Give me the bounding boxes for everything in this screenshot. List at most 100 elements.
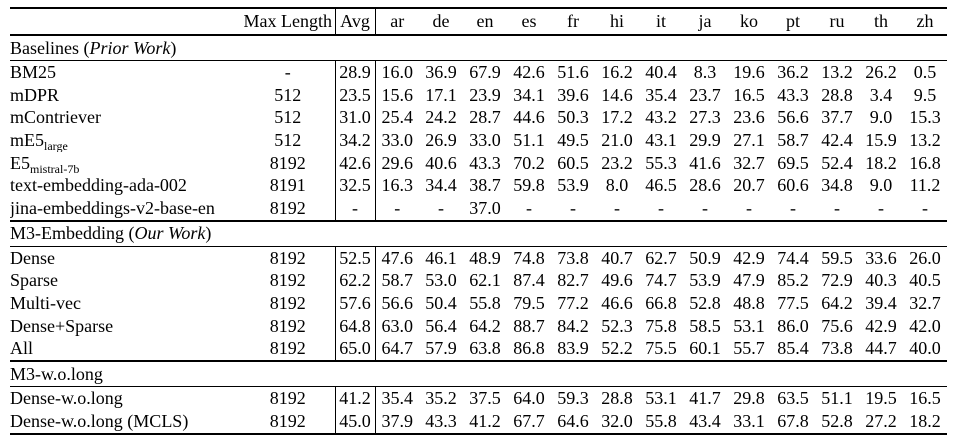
score-cell-fr: 53.9 xyxy=(557,175,589,196)
score-cell-ko: 29.8 xyxy=(733,388,765,409)
score-cell-th: 33.6 xyxy=(865,247,897,268)
score-cell-it: 35.4 xyxy=(645,84,677,105)
score-cell-de: 35.2 xyxy=(425,388,457,409)
score-cell-ko: - xyxy=(746,197,752,218)
score-cell-ar: 29.6 xyxy=(374,151,419,175)
score-cell-ru: 42.4 xyxy=(821,129,853,150)
score-cell-th: 9.0 xyxy=(869,107,893,128)
score-cell-pt: 58.7 xyxy=(777,129,809,150)
score-cell-hi: 23.2 xyxy=(601,152,633,173)
col-header-lang-fr: fr xyxy=(567,11,579,31)
max-length-cell: 8192 xyxy=(269,388,306,409)
score-cell-pt: 85.4 xyxy=(777,338,809,359)
max-length-cell: 8192 xyxy=(269,270,306,291)
col-header-lang-th: th xyxy=(873,11,888,31)
score-cell-en: 28.7 xyxy=(469,107,501,128)
model-row: Multi-vec 8192 57.6 56.6 50.4 55.8 79.5 77.2 46.… xyxy=(10,292,947,315)
score-cell-ko: 55.7 xyxy=(733,338,765,359)
score-cell-fr: 64.6 xyxy=(557,410,589,431)
score-cell-es: - xyxy=(526,197,532,218)
score-cell-ko: 53.1 xyxy=(733,315,765,336)
score-cell-en: 33.0 xyxy=(469,129,501,150)
col-header-lang-ko: ko xyxy=(740,11,758,31)
score-cell-th: 42.9 xyxy=(865,315,897,336)
score-cell-ar: 63.0 xyxy=(374,314,419,338)
score-cell-pt: 85.2 xyxy=(777,270,809,291)
max-length-cell: 8192 xyxy=(269,338,306,359)
score-cell-zh: 40.0 xyxy=(909,338,941,359)
score-cell-th: 9.0 xyxy=(869,175,893,196)
score-cell-ru: 51.1 xyxy=(821,388,853,409)
score-cell-pt: 60.6 xyxy=(777,175,809,196)
score-cell-ko: 48.8 xyxy=(733,293,765,314)
score-cell-ru: 64.2 xyxy=(821,293,853,314)
score-cell-hi: 17.2 xyxy=(601,107,633,128)
score-cell-it: - xyxy=(658,197,664,218)
score-cell-ar: 16.3 xyxy=(374,174,419,198)
score-cell-ar: 16.0 xyxy=(374,60,419,84)
score-cell-pt: 74.4 xyxy=(777,247,809,268)
score-cell-de: 36.9 xyxy=(425,61,457,82)
score-cell-en: 41.2 xyxy=(469,410,501,431)
score-cell-zh: 13.2 xyxy=(909,129,941,150)
model-row: jina-embeddings-v2-base-en 8192- - -37.0- - -… xyxy=(10,197,947,221)
score-cell-ar: 37.9 xyxy=(374,409,419,434)
score-cell-de: 50.4 xyxy=(425,293,457,314)
score-cell-es: 86.8 xyxy=(513,338,545,359)
score-cell-pt: 43.3 xyxy=(777,84,809,105)
score-cell-de: 56.4 xyxy=(425,315,457,336)
score-cell-de: 24.2 xyxy=(425,107,457,128)
score-cell-ar: - xyxy=(374,197,419,221)
score-cell-pt: 36.2 xyxy=(777,61,809,82)
score-cell-hi: 52.2 xyxy=(601,338,633,359)
score-cell-fr: 51.6 xyxy=(557,61,589,82)
score-cell-ja: 58.5 xyxy=(689,315,721,336)
avg-cell: 64.8 xyxy=(334,314,375,338)
score-cell-zh: - xyxy=(922,197,928,218)
score-cell-fr: 83.9 xyxy=(557,338,589,359)
avg-cell: 34.2 xyxy=(334,129,375,152)
score-cell-ru: 52.4 xyxy=(821,152,853,173)
score-cell-ko: 42.9 xyxy=(733,247,765,268)
max-length-cell: - xyxy=(284,61,291,82)
score-cell-hi: 52.3 xyxy=(601,315,633,336)
avg-cell: 42.6 xyxy=(334,151,375,175)
model-row: Dense+Sparse 8192 64.8 63.0 56.4 64.2 88.7 84.2… xyxy=(10,314,947,338)
score-cell-ar: 47.6 xyxy=(374,246,419,270)
max-length-cell: 8192 xyxy=(269,247,306,268)
section-title: M3-Embedding (Our Work) xyxy=(10,223,212,244)
score-cell-en: 55.8 xyxy=(469,293,501,314)
score-cell-de: 26.9 xyxy=(425,129,457,150)
score-cell-en: 62.1 xyxy=(469,270,501,291)
score-cell-ko: 33.1 xyxy=(733,410,765,431)
score-cell-th: 27.2 xyxy=(865,410,897,431)
score-cell-ru: - xyxy=(834,197,840,218)
score-cell-it: 40.4 xyxy=(645,61,677,82)
max-length-cell: 8191 xyxy=(269,175,306,196)
score-cell-zh: 16.8 xyxy=(909,152,941,173)
row-label: Dense xyxy=(10,247,55,268)
score-cell-ko: 32.7 xyxy=(733,152,765,173)
score-cell-fr: 50.3 xyxy=(557,107,589,128)
col-header-lang-en: en xyxy=(476,11,494,31)
score-cell-es: 70.2 xyxy=(513,152,545,173)
score-cell-ru: 59.5 xyxy=(821,247,853,268)
avg-cell: 31.0 xyxy=(334,106,375,130)
col-header-lang-hi: hi xyxy=(609,11,624,31)
model-row: Sparse 8192 62.2 58.7 53.0 62.1 87.4 82.7 49.6 74… xyxy=(10,269,947,293)
model-row: mContriever 512 31.0 25.4 24.2 28.7 44.6 50.3 17… xyxy=(10,106,947,130)
score-cell-th: 19.5 xyxy=(865,388,897,409)
score-cell-de: 46.1 xyxy=(425,247,457,268)
score-cell-es: 67.7 xyxy=(513,410,545,431)
score-cell-de: 40.6 xyxy=(425,152,457,173)
score-cell-hi: 49.6 xyxy=(601,270,633,291)
row-label: jina-embeddings-v2-base-en xyxy=(10,197,215,218)
score-cell-zh: 32.7 xyxy=(909,293,941,314)
score-cell-th: 18.2 xyxy=(865,152,897,173)
score-cell-it: 55.8 xyxy=(645,410,677,431)
score-cell-ar: 56.6 xyxy=(374,292,419,315)
score-cell-ar: 15.6 xyxy=(374,83,419,107)
score-cell-ja: - xyxy=(702,197,708,218)
score-cell-fr: - xyxy=(570,197,576,218)
row-label: Dense+Sparse xyxy=(10,315,114,336)
